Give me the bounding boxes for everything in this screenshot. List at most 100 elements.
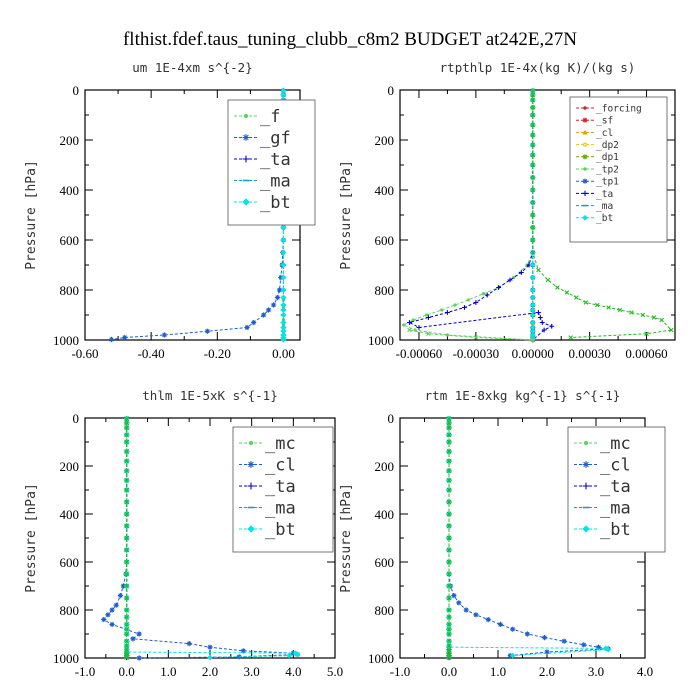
x-tick-label: 2.0 xyxy=(202,664,218,679)
data-point xyxy=(124,647,130,653)
data-point xyxy=(541,635,548,641)
legend-marker xyxy=(582,154,588,160)
data-point xyxy=(109,607,115,613)
legend-label: _bt xyxy=(265,520,296,540)
data-point xyxy=(280,237,287,243)
data-point xyxy=(605,646,612,653)
legend-label: _mc xyxy=(265,434,296,454)
data-point xyxy=(411,318,415,322)
data-point xyxy=(456,600,462,606)
legend-marker xyxy=(582,117,588,123)
data-point xyxy=(481,292,486,296)
data-point xyxy=(136,655,142,661)
y-tick-label: 1000 xyxy=(53,333,79,348)
data-point xyxy=(617,307,623,313)
data-point xyxy=(644,331,649,337)
legend-box xyxy=(227,99,316,226)
data-point xyxy=(561,638,567,644)
data-point xyxy=(507,277,513,283)
x-tick-label: -0.20 xyxy=(204,346,231,361)
data-point xyxy=(280,274,287,281)
data-point xyxy=(549,323,555,329)
panel-2: rtpthlp 1E-4x(kg K)/(kg s) Pressure [hPa]… xyxy=(339,60,676,361)
series-extra-5 xyxy=(446,416,452,660)
panel-title: um 1E-4xm s^{-2} xyxy=(132,60,252,75)
data-point xyxy=(124,559,130,565)
legend-marker xyxy=(248,440,254,446)
data-point xyxy=(446,458,452,464)
data-point xyxy=(537,315,543,320)
legend-marker xyxy=(582,190,588,196)
data-point xyxy=(530,88,536,94)
data-point xyxy=(124,643,130,649)
data-point xyxy=(530,105,536,110)
data-point xyxy=(124,487,130,493)
data-point xyxy=(530,337,536,343)
data-point xyxy=(446,626,452,632)
data-point xyxy=(124,607,130,613)
series-extra-10 xyxy=(530,88,674,340)
data-point xyxy=(426,331,431,337)
data-point xyxy=(530,262,536,268)
data-point xyxy=(261,312,267,318)
legend-label: _ta xyxy=(265,477,296,497)
data-point xyxy=(496,285,502,290)
data-point xyxy=(124,583,130,589)
data-point xyxy=(659,317,665,323)
data-point xyxy=(530,112,536,118)
data-point xyxy=(270,302,277,308)
legend-marker xyxy=(242,134,250,141)
legend-label: _dp2 xyxy=(596,140,619,151)
y-tick-label: 200 xyxy=(60,459,80,474)
data-point xyxy=(286,652,293,659)
data-point xyxy=(530,97,536,103)
data-point xyxy=(530,175,536,180)
data-point xyxy=(124,547,130,553)
legend-label: _dp1 xyxy=(596,152,619,163)
data-point xyxy=(124,420,130,426)
data-point xyxy=(446,523,452,529)
panel-title: rtpthlp 1E-4x(kg K)/(kg s) xyxy=(440,60,636,75)
x-tick-label: 0.00030 xyxy=(569,346,611,361)
data-point xyxy=(530,92,536,98)
x-tick-label: -1.0 xyxy=(390,664,411,679)
data-point xyxy=(161,332,167,338)
series-extra-11 xyxy=(407,327,536,343)
legend-label: _ta xyxy=(260,150,291,170)
data-point xyxy=(446,425,452,431)
data-point xyxy=(485,617,491,623)
data-point xyxy=(280,302,287,308)
data-point xyxy=(463,607,469,613)
data-point xyxy=(466,298,470,302)
y-tick-label: 600 xyxy=(375,555,395,570)
data-point xyxy=(530,122,536,128)
legend-label: _ma xyxy=(265,499,296,519)
x-tick-label: -0.00030 xyxy=(453,346,500,361)
data-point xyxy=(518,270,524,275)
data-point xyxy=(446,638,452,644)
data-point xyxy=(583,300,589,305)
x-tick-label: 0.00 xyxy=(272,346,295,361)
data-point xyxy=(124,595,130,601)
data-point xyxy=(530,225,536,230)
data-point xyxy=(530,274,536,281)
legend-marker xyxy=(243,113,249,119)
data-point xyxy=(530,187,536,193)
legend-label: _forcing xyxy=(596,103,642,114)
legend-marker xyxy=(247,461,255,468)
x-tick-label: 2.0 xyxy=(539,664,555,679)
data-point xyxy=(594,302,600,308)
legend-label: _gf xyxy=(260,129,291,149)
data-point xyxy=(446,595,452,601)
data-point xyxy=(530,132,536,138)
data-point xyxy=(629,310,634,315)
y-axis-label: Pressure [hPa] xyxy=(339,483,354,593)
data-point xyxy=(124,449,130,455)
x-tick-label: 4.0 xyxy=(637,664,653,679)
data-point xyxy=(446,420,452,426)
data-point xyxy=(581,642,587,648)
panel-3: thlm 1E-5xK s^{-1} Pressure [hPa] 0 200 400 6… xyxy=(24,388,343,679)
data-point xyxy=(606,305,611,310)
y-axis-label: Pressure [hPa] xyxy=(24,160,39,270)
